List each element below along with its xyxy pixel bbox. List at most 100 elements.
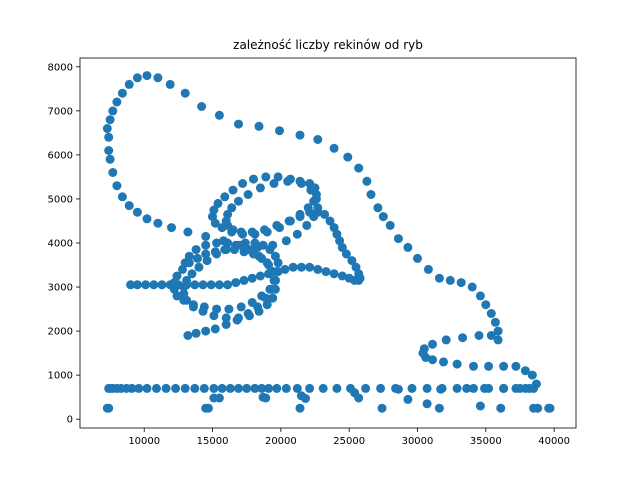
data-point <box>295 130 305 140</box>
y-tick-label: 4000 <box>48 239 73 250</box>
y-tick-label: 0 <box>67 415 73 426</box>
data-point <box>257 383 267 393</box>
data-point <box>210 218 220 228</box>
x-tick-label: 40000 <box>538 436 570 447</box>
data-point <box>329 269 339 279</box>
data-point <box>225 383 235 393</box>
data-point <box>254 306 264 316</box>
data-point <box>499 361 509 371</box>
data-point <box>213 198 223 208</box>
data-point <box>344 273 354 283</box>
data-point <box>223 238 233 248</box>
y-tick-label: 6000 <box>48 150 73 161</box>
data-point <box>209 311 219 321</box>
data-point <box>132 207 142 217</box>
data-point <box>262 258 272 268</box>
data-point <box>305 262 315 272</box>
data-point <box>247 227 257 237</box>
data-point <box>439 357 448 367</box>
data-point <box>403 242 413 252</box>
data-point <box>171 383 181 393</box>
data-point <box>236 227 246 237</box>
data-point <box>436 384 446 394</box>
data-point <box>377 403 387 413</box>
y-tick-label: 8000 <box>48 62 73 73</box>
data-point <box>295 176 305 186</box>
data-point <box>366 190 376 199</box>
data-point <box>190 383 200 393</box>
data-point <box>295 403 305 413</box>
data-point <box>238 179 248 188</box>
data-point <box>199 383 209 393</box>
data-point <box>239 275 249 285</box>
y-tick-label: 7000 <box>48 106 73 117</box>
data-point <box>180 88 190 98</box>
data-point <box>452 359 462 369</box>
data-point <box>301 394 310 403</box>
data-point <box>257 291 267 301</box>
x-tick-label: 35000 <box>470 436 502 447</box>
data-point <box>467 282 477 292</box>
data-point <box>117 192 127 202</box>
data-point <box>320 209 330 219</box>
data-point <box>462 383 472 393</box>
data-point <box>149 280 159 290</box>
data-point <box>117 88 127 98</box>
data-point <box>223 280 233 290</box>
data-point <box>343 152 353 162</box>
data-point <box>272 220 282 230</box>
data-point <box>486 331 496 340</box>
data-point <box>244 245 254 255</box>
data-point <box>264 383 274 393</box>
data-point <box>190 280 200 290</box>
data-point <box>456 278 466 288</box>
data-point <box>124 79 134 89</box>
data-point <box>240 238 250 248</box>
data-point <box>325 216 335 226</box>
data-point <box>126 280 136 290</box>
data-point <box>413 253 422 263</box>
data-point <box>182 295 192 305</box>
data-point <box>313 207 323 217</box>
data-point <box>153 73 163 83</box>
data-point <box>142 71 152 81</box>
data-point <box>296 262 306 272</box>
data-point <box>318 383 328 393</box>
data-point <box>302 220 312 230</box>
data-point <box>441 335 451 345</box>
data-point <box>423 264 433 274</box>
data-point <box>295 212 305 222</box>
data-point <box>270 275 280 285</box>
data-point <box>194 262 204 272</box>
data-point <box>493 326 503 336</box>
data-point <box>292 383 302 393</box>
data-point <box>214 110 224 120</box>
data-point <box>227 203 237 213</box>
data-point <box>161 383 171 393</box>
data-point <box>132 280 142 290</box>
data-point <box>281 236 291 246</box>
data-point <box>197 102 207 111</box>
x-tick-label: 15000 <box>197 436 229 447</box>
x-tick-label: 10000 <box>128 436 160 447</box>
data-point <box>313 264 323 274</box>
data-point <box>153 218 163 228</box>
data-point <box>486 309 496 318</box>
data-point <box>511 361 521 371</box>
data-point <box>422 383 432 393</box>
data-point <box>428 339 437 349</box>
data-point <box>141 280 151 290</box>
data-point <box>385 220 395 230</box>
data-point <box>217 383 227 393</box>
data-point <box>268 293 278 303</box>
data-point <box>255 183 265 193</box>
data-point <box>184 251 194 261</box>
data-point <box>329 143 339 153</box>
data-point <box>221 313 231 323</box>
data-point <box>260 225 269 235</box>
data-point <box>198 280 208 290</box>
data-point <box>112 97 122 107</box>
data-point <box>134 383 144 393</box>
data-point <box>281 383 291 393</box>
